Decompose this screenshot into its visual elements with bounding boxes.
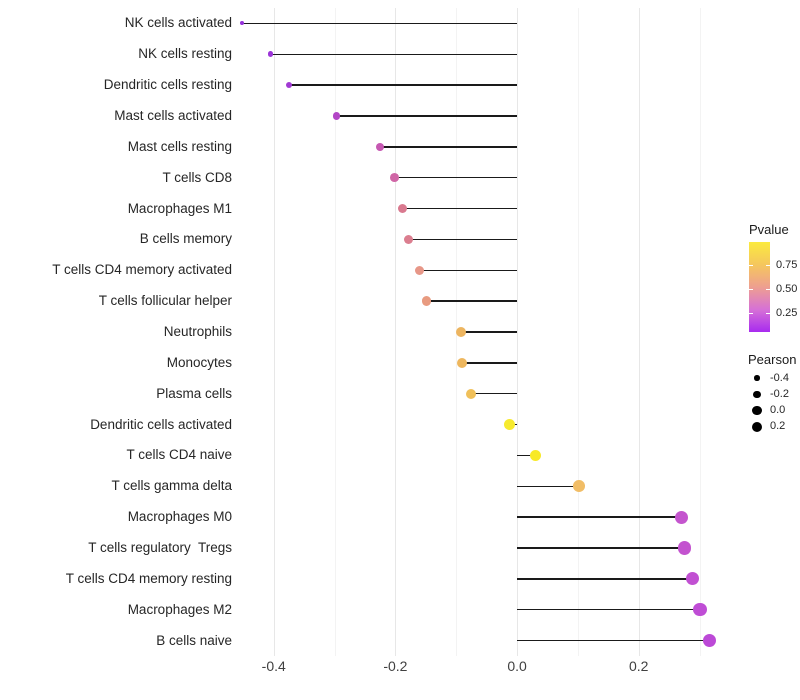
lollipop-dot (686, 572, 700, 586)
lollipop-stem (336, 115, 518, 117)
lollipop-dot (456, 326, 467, 338)
pvalue-gradient-bar (749, 242, 770, 332)
lollipop-dot (389, 173, 399, 183)
y-axis-label: Mast cells resting (127, 138, 232, 154)
x-axis-tick-label: -0.2 (383, 658, 408, 674)
lollipop-dot (421, 296, 432, 306)
lollipop-dot (375, 142, 385, 152)
y-axis-label: T cells CD4 memory activated (52, 262, 232, 278)
gradient-tick (749, 288, 753, 290)
gradient-tick-label: 0.25 (776, 307, 798, 319)
lollipop-dot (675, 510, 689, 524)
lollipop-dot (677, 541, 691, 555)
lollipop-stem (270, 53, 518, 55)
lollipop-dot (465, 388, 476, 399)
lollipop-stem (517, 454, 536, 457)
y-axis-label: B cells memory (139, 231, 232, 247)
gradient-tick (749, 265, 753, 267)
y-axis-label: Dendritic cells resting (103, 77, 232, 93)
pearson-size-dot (752, 406, 762, 416)
y-axis-label: Monocytes (166, 354, 232, 370)
lollipop-stem (517, 516, 682, 518)
lollipop-dot (267, 51, 274, 58)
gridline-minor (577, 8, 579, 656)
pearson-size-dot (754, 375, 760, 381)
x-axis-tick-label: 0.0 (507, 658, 527, 674)
y-axis-label: Macrophages M2 (127, 601, 232, 617)
gradient-tick (766, 288, 770, 290)
lollipop-stem (461, 331, 518, 333)
legend-pvalue-title: Pvalue (749, 222, 789, 237)
y-axis-label: Neutrophils (163, 324, 232, 339)
gradient-tick-label: 0.50 (776, 282, 798, 295)
lollipop-stem (517, 485, 580, 487)
y-axis-label: NK cells activated (124, 15, 232, 31)
x-axis-tick-label: 0.2 (628, 658, 649, 674)
lollipop-stem (380, 146, 518, 148)
lollipop-dot (415, 265, 425, 275)
y-axis-label: Dendritic cells activated (90, 416, 232, 432)
gradient-tick (766, 313, 770, 314)
lollipop-dot (397, 204, 407, 214)
y-axis-label: Plasma cells (156, 385, 232, 401)
lollipop-stem (242, 22, 518, 25)
pearson-size-label: -0.4 (770, 371, 789, 384)
gridline-major (395, 8, 397, 656)
y-axis-label: Macrophages M0 (127, 509, 232, 525)
lollipop-stem (462, 362, 518, 364)
legend-pvalue: Pvalue 0.75 0.50 0.25 (749, 222, 800, 352)
y-axis-label: NK cells resting (138, 46, 232, 62)
lollipop-stem (517, 578, 693, 580)
gradient-tick-label: 0.75 (776, 259, 798, 272)
y-axis-label: Macrophages M1 (127, 200, 232, 216)
lollipop-stem (517, 547, 685, 549)
legend-pearson: Pearson -0.4 -0.2 0.0 0.2 (748, 352, 800, 442)
lollipop-stem (419, 269, 518, 271)
legend-pearson-title: Pearson (748, 352, 797, 367)
x-axis-tick-label: -0.4 (261, 658, 286, 674)
lollipop-dot (403, 234, 413, 244)
lollipop-dot (693, 603, 707, 617)
lollipop-dot (457, 357, 468, 368)
y-axis-label: T cells follicular helper (98, 293, 232, 309)
pearson-size-label: 0.2 (770, 420, 786, 433)
lollipop-stem (288, 84, 518, 86)
y-axis-label: T cells CD8 (162, 169, 232, 185)
gridline-major (273, 8, 275, 656)
gridline-major (517, 8, 519, 656)
lollipop-dot (240, 21, 245, 26)
pearson-size-label: -0.2 (770, 387, 789, 400)
y-axis-label: T cells gamma delta (111, 478, 232, 494)
y-axis-label: T cells regulatory Tregs (88, 540, 232, 555)
lollipop-dot (504, 419, 516, 430)
lollipop-stem (470, 393, 518, 395)
pearson-size-label: 0.0 (770, 404, 786, 417)
pearson-size-dot (751, 421, 763, 433)
lollipop-stem (517, 639, 710, 642)
y-axis-label: T cells CD4 naive (126, 447, 232, 463)
y-axis-label: T cells CD4 memory resting (65, 570, 232, 586)
gridline-minor (699, 8, 701, 656)
lollipop-dot (529, 449, 541, 462)
lollipop-dot (702, 633, 717, 648)
pearson-size-dot (753, 390, 761, 398)
lollipop-dot (285, 82, 293, 89)
y-axis-label: Mast cells activated (114, 108, 232, 123)
lollipop-dot (332, 112, 341, 120)
gridline-minor (334, 8, 336, 656)
lollipop-stem (517, 609, 701, 611)
lollipop-stem (394, 177, 518, 179)
y-axis-label: B cells naive (156, 632, 232, 648)
lollipop-dot (573, 480, 586, 493)
gradient-tick (749, 313, 753, 314)
lollipop-stem (426, 300, 518, 302)
gradient-tick (766, 265, 770, 267)
gridline-major (638, 8, 640, 656)
lollipop-stem (408, 238, 518, 241)
lollipop-stem (402, 207, 518, 210)
